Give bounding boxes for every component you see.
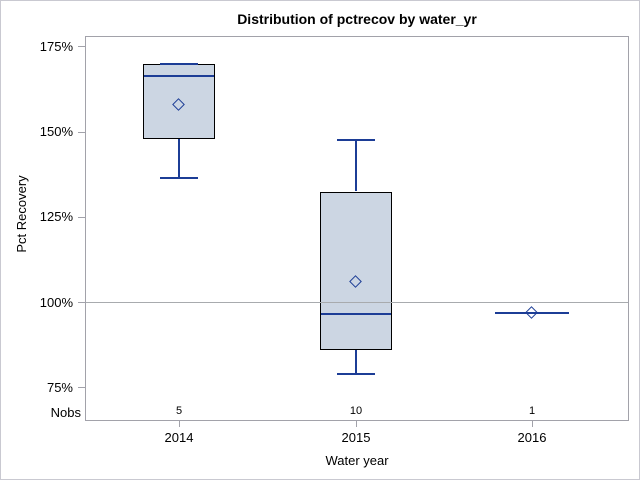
x-tick-label-2014: 2014 [164, 430, 194, 445]
y-tick-label-150%: 150% [39, 124, 73, 140]
whisker-cap-max-2014 [160, 63, 198, 65]
y-tick-mark-175% [78, 46, 85, 48]
reference-line-100pct [86, 302, 628, 304]
plot-area [85, 36, 629, 421]
chart-title: Distribution of pctrecov by water_yr [237, 11, 477, 27]
whisker-cap-max-2015 [337, 139, 375, 142]
y-tick-label-125%: 125% [39, 209, 73, 225]
nobs-row-label: Nobs [50, 405, 81, 420]
median-line-2014 [144, 74, 214, 77]
y-tick-mark-125% [78, 216, 85, 218]
x-tick-mark-2016 [531, 421, 533, 427]
y-tick-mark-75% [78, 387, 85, 389]
nobs-value-2015: 10 [349, 405, 363, 417]
nobs-value-2014: 5 [175, 405, 183, 417]
whisker-cap-min-2015 [337, 373, 375, 376]
y-tick-label-75%: 75% [46, 379, 73, 395]
whisker-cap-min-2014 [160, 177, 198, 180]
y-tick-label-100%: 100% [39, 294, 73, 310]
nobs-value-2016: 1 [528, 405, 536, 417]
whisker-lower-2015 [355, 349, 357, 375]
x-tick-mark-2014 [178, 421, 180, 427]
y-tick-mark-150% [78, 131, 85, 133]
x-tick-label-2016: 2016 [517, 430, 547, 445]
box-body-2015 [320, 191, 392, 350]
whisker-upper-2015 [355, 140, 357, 192]
y-tick-label-175%: 175% [39, 38, 73, 54]
median-line-2015 [321, 312, 391, 315]
single-value-line-2016 [495, 311, 569, 314]
x-axis-title: Water year [325, 453, 389, 468]
y-tick-mark-100% [78, 302, 85, 304]
whisker-lower-2014 [178, 139, 180, 179]
x-tick-mark-2015 [355, 421, 357, 427]
x-tick-label-2015: 2015 [341, 430, 371, 445]
